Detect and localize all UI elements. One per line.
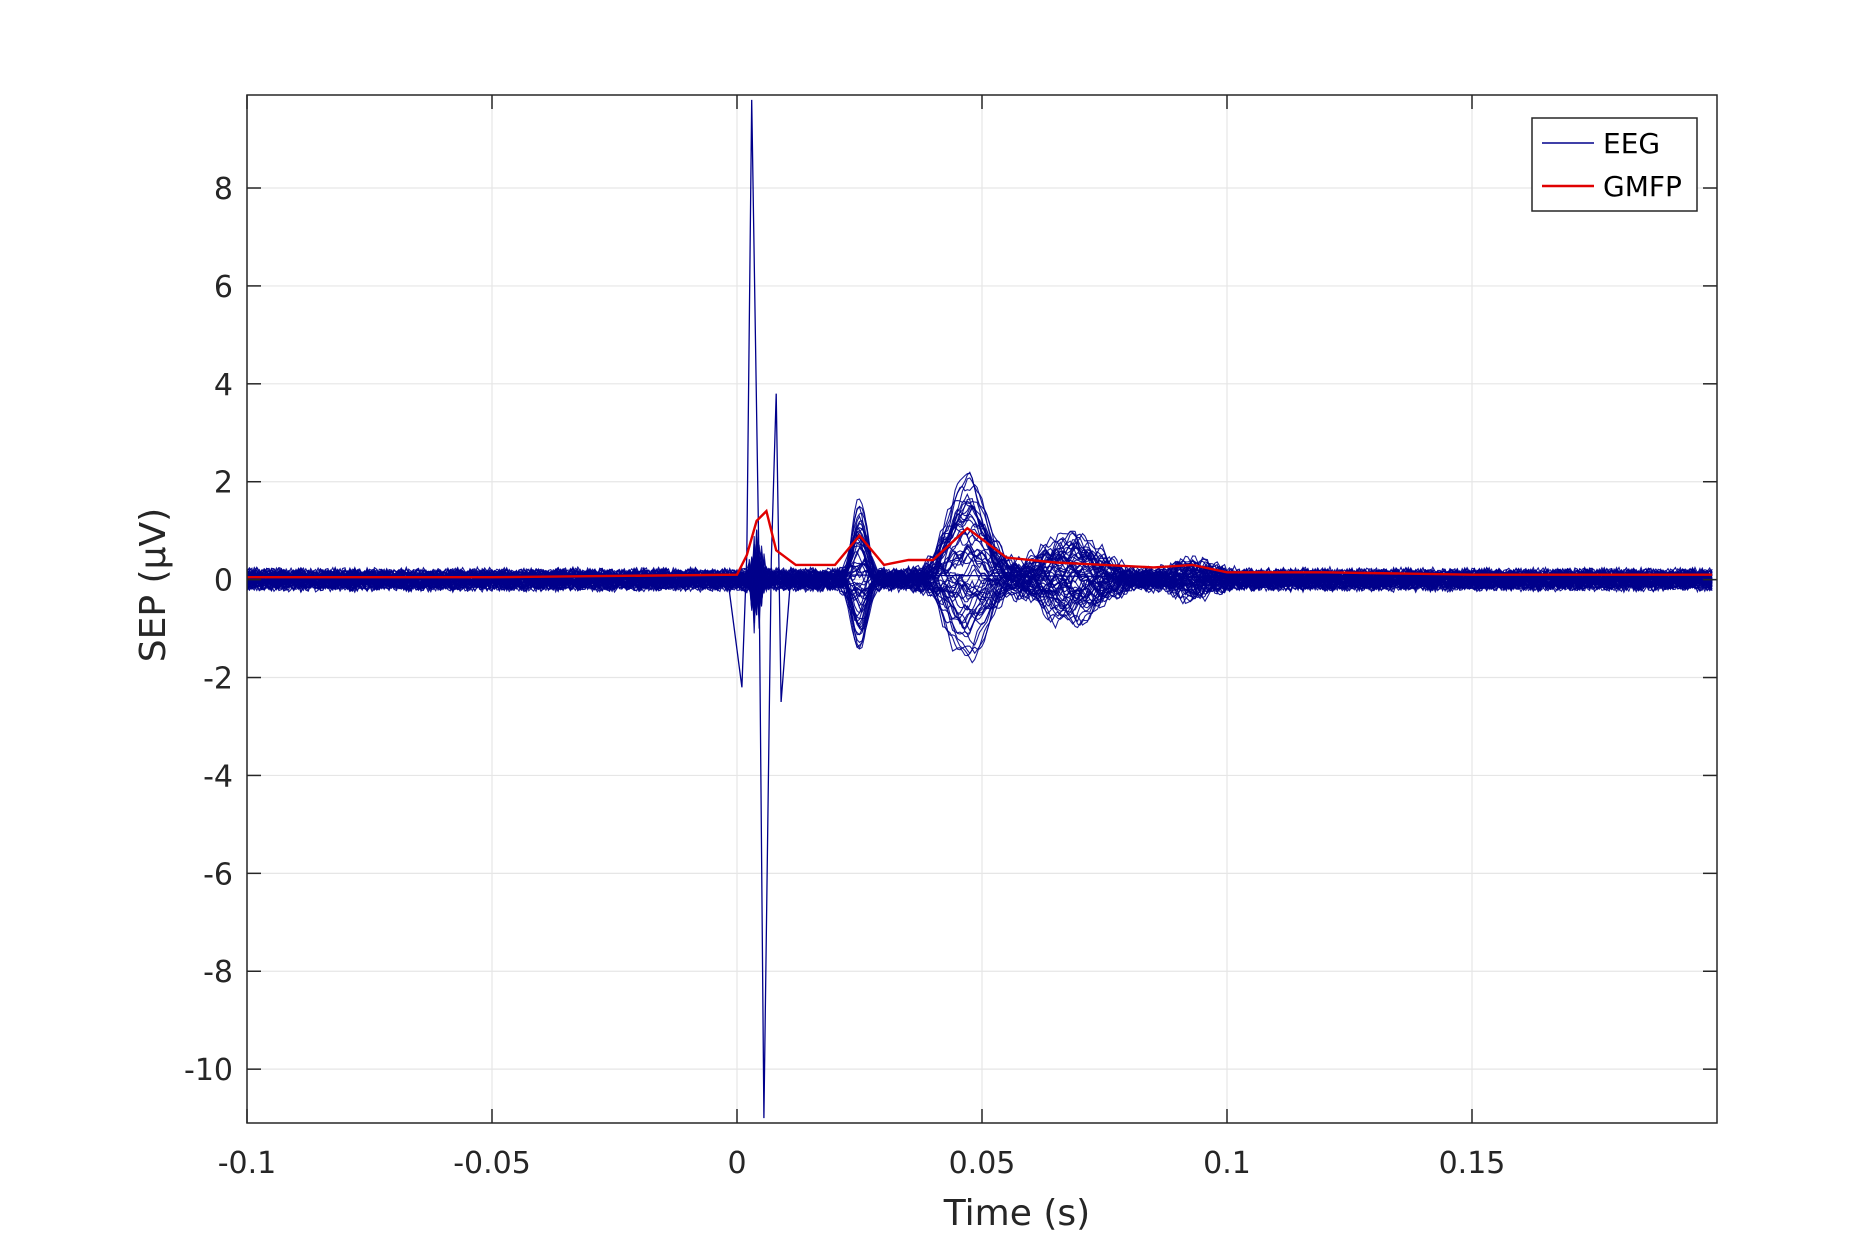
x-tick-label-4: 0.1: [1203, 1146, 1251, 1181]
plot-area: -0.1 -0.05 0 0.05 0.1 0.15 -10 -8 -6 -4 -2 0 2 4 6 8: [184, 94, 1718, 1181]
y-tick-label-2: -6: [203, 857, 233, 892]
y-axis-title: SEP (μV): [133, 508, 174, 662]
y-tick-label-5: 0: [214, 564, 233, 599]
x-tick-label-1: -0.05: [453, 1146, 531, 1181]
x-tick-label-5: 0.15: [1439, 1146, 1506, 1181]
x-tick-label-2: 0: [727, 1146, 746, 1181]
eeg-channel-line-54: [246, 505, 1713, 610]
y-tick-label-3: -4: [203, 759, 233, 794]
y-tick-label-9: 8: [214, 172, 233, 207]
y-tick-label-1: -8: [203, 955, 233, 990]
gmfp-line: [247, 508, 1713, 579]
x-tick-label-3: 0.05: [949, 1146, 1016, 1181]
eeg-channel-line-58: [246, 547, 1713, 655]
y-tick-label-6: 2: [214, 466, 233, 501]
legend-box: [1531, 117, 1698, 212]
x-axis-title: Time (s): [943, 1193, 1090, 1234]
eeg-channel-line-57: [246, 560, 1713, 604]
eeg-artifact-line: [246, 99, 1718, 1119]
legend-label-gmfp: GMFP: [1603, 170, 1682, 203]
legend: EEG GMFP: [1531, 117, 1698, 212]
x-tick-label-0: -0.1: [218, 1146, 277, 1181]
y-tick-label-7: 4: [214, 368, 233, 403]
eeg-channel-line-52: [246, 566, 1713, 598]
eeg-channel-line-25: [246, 566, 1713, 600]
y-tick-label-4: -2: [203, 662, 233, 697]
y-tick-label-8: 6: [214, 270, 233, 305]
legend-label-eeg: EEG: [1603, 127, 1660, 160]
y-tick-label-0: -10: [184, 1053, 233, 1088]
